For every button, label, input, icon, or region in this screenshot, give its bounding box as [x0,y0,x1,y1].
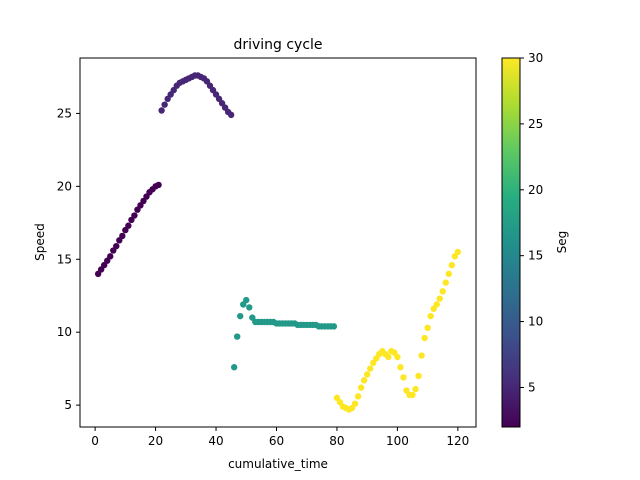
data-point [448,261,456,269]
data-point [418,352,425,359]
x-tick-label: 80 [329,434,344,448]
data-point [421,334,428,342]
chart-title: driving cycle [233,37,322,53]
y-tick-label: 5 [64,398,72,412]
data-point [246,304,253,311]
y-axis-label: Speed [33,223,47,261]
y-tick-label: 15 [57,252,72,266]
colorbar-ticks: 5 10 15 20 25 30 [520,51,543,394]
x-axis-label: cumulative_time [228,457,328,471]
data-point [227,111,235,119]
colorbar-label: Seg [555,231,569,254]
colorbar-tick-label: 5 [528,380,536,394]
data-point [412,385,419,393]
plot-area-frame [79,57,477,428]
data-point [158,107,165,114]
colorbar [501,57,521,428]
data-point [385,353,392,361]
x-tick-label: 40 [208,434,223,448]
x-tick-label: 120 [446,434,469,448]
x-tick-label: 0 [91,434,99,448]
data-point [363,371,371,378]
data-point [161,101,168,108]
y-tick-label: 25 [57,106,72,120]
x-tick-label: 100 [386,434,409,448]
data-point [243,296,250,304]
data-point [397,364,404,371]
data-point [433,301,440,308]
data-points [94,72,462,413]
data-point [233,333,241,340]
data-point [107,253,114,260]
data-point [113,242,120,250]
x-axis-ticks: 0 20 40 60 80 100 120 [91,427,469,448]
data-point [125,222,132,229]
x-tick-label: 20 [148,434,163,448]
data-point [357,384,365,391]
data-point [454,248,462,256]
colorbar-tick-label: 15 [528,249,543,263]
data-point [360,377,368,384]
data-point [439,288,446,295]
data-point [354,393,362,400]
x-tick-label: 60 [269,434,284,448]
data-point [119,232,126,240]
data-point [366,365,374,372]
data-point [400,374,407,381]
data-point [237,312,244,320]
y-axis-ticks: 5 10 15 20 25 [57,106,80,412]
data-point [394,353,401,361]
data-point [445,270,452,278]
colorbar-tick-label: 25 [528,117,543,131]
colorbar-tick-label: 20 [528,183,543,197]
data-point [131,212,138,219]
data-point [230,364,238,371]
y-tick-label: 10 [57,325,72,339]
colorbar-tick-label: 10 [528,315,543,329]
data-point [409,391,416,399]
colorbar-tick-label: 30 [528,51,543,65]
data-point [330,323,338,330]
data-point [155,181,162,189]
y-tick-label: 20 [57,179,72,193]
data-point [415,372,422,380]
data-point [351,400,359,407]
data-point [436,295,443,302]
data-point [427,312,434,320]
data-point [442,279,449,286]
data-point [424,324,431,332]
